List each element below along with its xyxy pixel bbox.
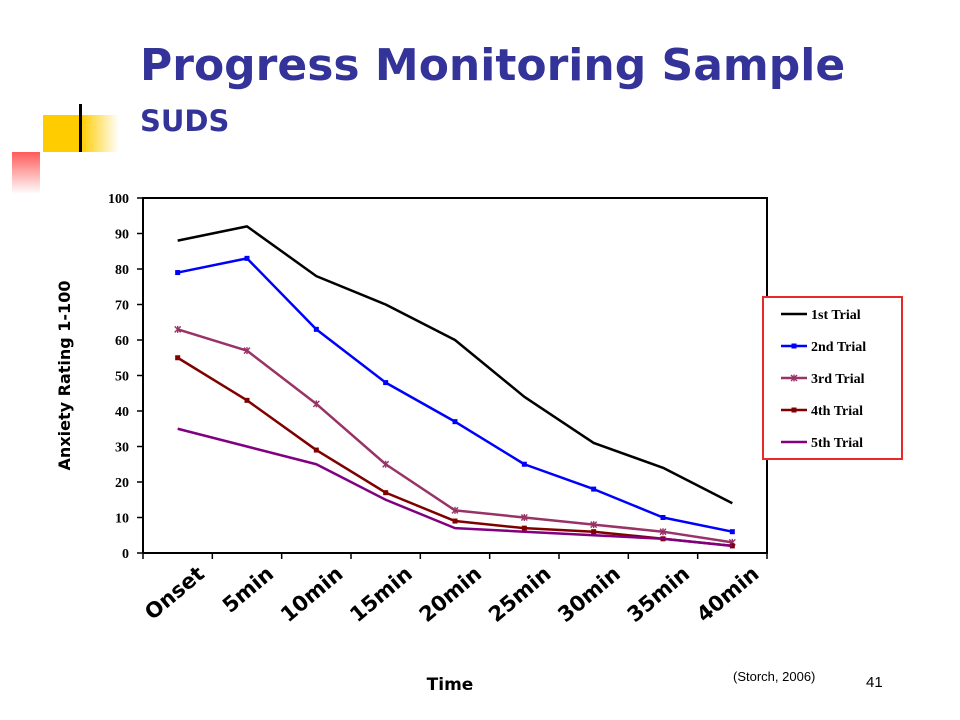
legend-item: 4th Trial [781, 404, 863, 419]
x-tick-label: Onset [140, 561, 209, 624]
data-point [660, 515, 666, 520]
y-axis-label: Anxiety Rating 1-100 [55, 281, 74, 471]
data-point [244, 397, 250, 403]
x-tick-label: 15min [345, 561, 417, 626]
legend-item: 5th Trial [781, 436, 863, 451]
series-line [177, 427, 733, 548]
legend-marker [790, 374, 798, 382]
data-point [521, 525, 527, 531]
x-tick-label: 10min [276, 561, 348, 626]
series-line [177, 356, 733, 548]
data-point [590, 521, 598, 529]
legend-item: 3rd Trial [781, 372, 865, 387]
x-tick-label: 25min [484, 561, 556, 626]
legend-label: 5th Trial [811, 436, 863, 451]
data-point [451, 506, 459, 514]
deco-red-square [12, 152, 40, 194]
data-point [313, 447, 319, 453]
legend-item: 2nd Trial [781, 340, 866, 355]
x-axis-label: Time [426, 675, 474, 695]
y-tick-label: 10 [115, 512, 129, 527]
data-point [175, 355, 181, 361]
data-point [382, 460, 390, 468]
deco-yellow-fade [81, 115, 119, 152]
y-tick-label: 50 [115, 370, 129, 385]
legend-label: 4th Trial [811, 404, 863, 419]
deco-yellow-square [43, 115, 81, 152]
data-point [452, 518, 458, 524]
data-point [520, 514, 528, 521]
data-point [313, 326, 319, 332]
series-3 [174, 325, 736, 546]
data-point [383, 380, 389, 386]
y-tick-label: 70 [115, 299, 129, 314]
y-tick-label: 20 [115, 476, 129, 491]
page-number: 41 [866, 674, 883, 691]
series-5 [177, 427, 733, 548]
slide-title: Progress Monitoring Sample [140, 40, 846, 91]
plot-area [142, 197, 768, 554]
legend-label: 3rd Trial [811, 372, 865, 387]
y-tick-label: 30 [115, 441, 129, 456]
slide-subtitle: SUDS [140, 104, 230, 138]
y-tick-label: 0 [122, 547, 129, 562]
citation: (Storch, 2006) [733, 669, 816, 684]
x-tick-label: 20min [415, 561, 487, 626]
data-point [244, 255, 250, 261]
x-tick-label: 30min [553, 561, 625, 626]
legend-marker [791, 407, 797, 413]
legend-label: 1st Trial [811, 308, 861, 323]
data-point [312, 400, 320, 408]
legend-marker [791, 343, 797, 349]
data-point [591, 529, 597, 535]
x-tick-label: 40min [692, 561, 764, 626]
series-line [177, 225, 733, 505]
data-point [452, 419, 458, 425]
data-point [659, 528, 667, 536]
data-point [591, 486, 597, 492]
data-point [729, 529, 735, 535]
data-point [383, 490, 389, 496]
data-point [243, 347, 251, 355]
deco-black-bar [79, 104, 82, 152]
data-point [174, 325, 182, 333]
y-tick-label: 40 [115, 405, 129, 420]
series-1 [177, 225, 733, 505]
series-2 [175, 255, 735, 535]
x-tick-label: 5min [218, 561, 278, 617]
legend-label: 2nd Trial [811, 340, 866, 355]
y-tick-label: 100 [108, 192, 129, 207]
series-line [177, 257, 733, 533]
x-tick-label: 35min [623, 561, 695, 626]
y-tick-label: 80 [115, 263, 129, 278]
series-4 [175, 355, 735, 549]
y-tick-label: 90 [115, 228, 129, 243]
data-point [175, 270, 181, 276]
data-point [521, 461, 527, 467]
y-tick-label: 60 [115, 334, 129, 349]
legend-item: 1st Trial [781, 308, 861, 323]
